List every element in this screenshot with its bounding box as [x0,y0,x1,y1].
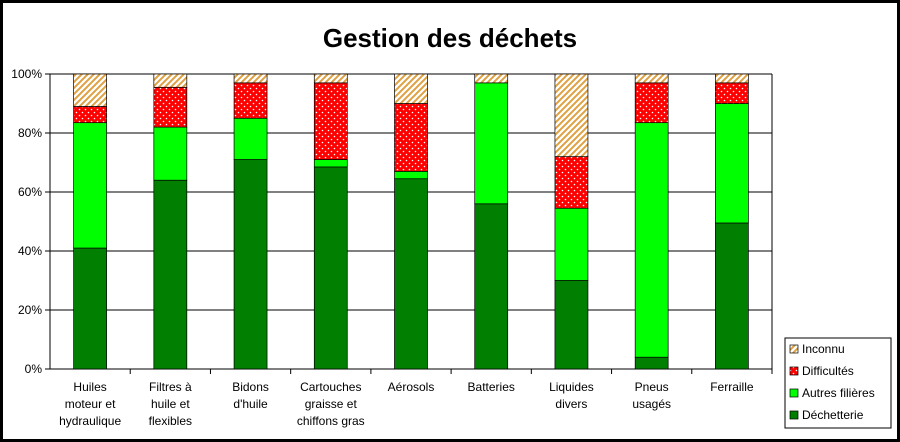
bar-segment [715,82,749,104]
legend-swatch [789,388,799,398]
bar-segment [313,166,348,370]
bar-segment [394,178,428,370]
y-tick-label: 20% [18,303,42,317]
x-tick-label: Filtres à huile et flexibles [149,380,192,428]
bar-segment [715,73,749,84]
x-tick-label: Bidons d'huile [232,380,269,411]
x-tick-label: Pneus usagés [632,380,671,411]
y-tick-label: 100% [11,67,42,81]
x-tick-label: Liquides divers [549,380,594,411]
legend-swatch [789,344,799,354]
legend-swatch [789,366,799,376]
y-tick-label: 40% [18,244,42,258]
legend-label: Autres filières [802,386,875,400]
bar-segment [233,159,268,370]
bar-segment [153,73,188,88]
bar-segment [73,106,107,124]
bar-segment [554,207,589,281]
bar-segment [554,280,589,370]
bar-segment [634,356,669,370]
bar-segment [554,156,589,209]
x-tick-label: Cartouches graisse et chiffons gras [297,380,365,428]
bar-segment [313,82,348,160]
bar-segment [233,117,268,160]
bar-segment [153,86,188,128]
bar-segment [394,171,428,180]
y-tick-label: 80% [18,126,42,140]
legend-box [784,337,892,429]
bar-segment [715,103,749,224]
bar-segment [634,122,669,358]
bar-segment [73,247,107,370]
bar-segment [313,159,348,168]
y-tick-label: 0% [25,362,43,376]
legend-swatch [789,410,799,420]
chart-title: Gestion des déchets [323,23,577,53]
bar-segment [153,179,188,370]
bar-segment [554,73,589,157]
bar-segment [474,82,509,205]
bar-segment [73,73,107,107]
x-tick-label: Batteries [468,380,515,394]
bar-segment [474,203,509,370]
legend-label: Difficultés [802,364,854,378]
bar-segment [394,103,428,172]
x-tick-label: Aérosols [388,380,435,394]
bar-segment [73,122,107,249]
bar-segment [233,82,268,119]
bar-segment [474,73,509,84]
bar-segment [313,73,348,84]
y-tick-label: 60% [18,185,42,199]
x-tick-label: Ferraille [710,380,754,394]
x-tick-label: Huiles moteur et hydraulique [59,380,121,428]
bar-segment [634,73,669,84]
bar-segment [233,73,268,84]
bar-segment [634,82,669,124]
bar-segment [715,222,749,370]
bar-segment [394,73,428,104]
legend-label: Inconnu [802,342,845,356]
legend-label: Déchetterie [802,408,864,422]
bar-segment [153,126,188,181]
